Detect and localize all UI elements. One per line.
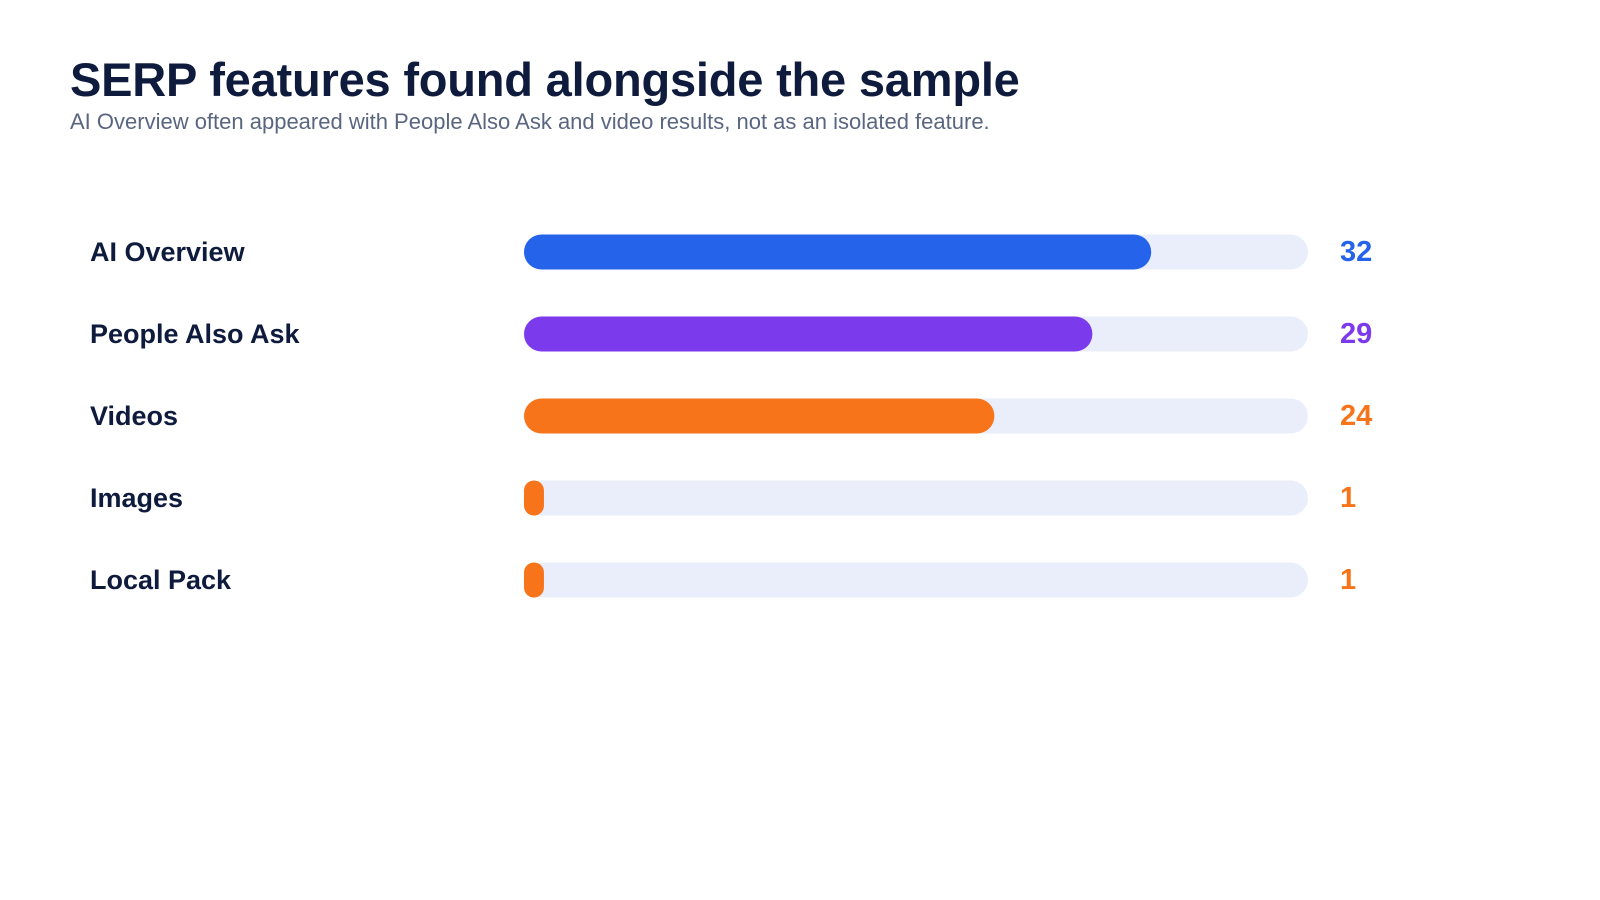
bar — [524, 316, 1093, 352]
category-label: Videos — [90, 401, 178, 431]
bar-track — [524, 562, 1308, 598]
bar — [524, 398, 995, 434]
value-label: 1 — [1340, 482, 1356, 514]
category-label: AI Overview — [90, 237, 246, 267]
bar — [524, 562, 544, 598]
value-label: 1 — [1340, 564, 1356, 596]
chart-header: SERP features found alongside the sample… — [70, 52, 1020, 137]
value-label: 24 — [1340, 400, 1372, 432]
chart-subtitle: AI Overview often appeared with People A… — [70, 109, 990, 135]
category-label: People Also Ask — [90, 319, 301, 349]
bar-rows: AI Overview 32 People Also Ask 29 Videos 24 Im… — [90, 234, 1372, 598]
bar-track — [524, 480, 1308, 516]
bar — [524, 480, 544, 516]
value-label: 29 — [1340, 318, 1372, 350]
category-label: Images — [90, 483, 183, 513]
bar — [524, 234, 1152, 270]
chart-title: SERP features found alongside the sample — [70, 53, 1020, 106]
category-label: Local Pack — [90, 565, 232, 595]
value-label: 32 — [1340, 236, 1372, 268]
